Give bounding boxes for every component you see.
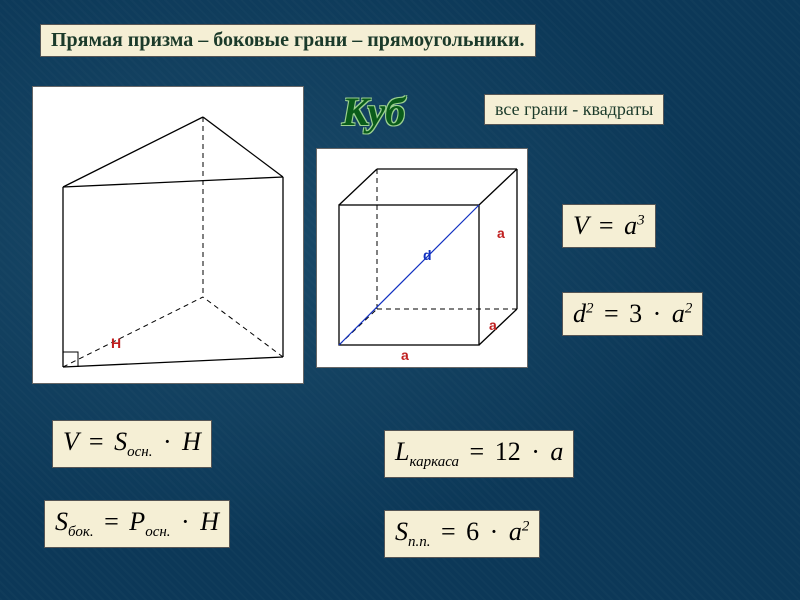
- f-Ss-H: H: [200, 507, 219, 536]
- f-L-coef: 12: [495, 437, 521, 466]
- cube-a-label-bottom: a: [401, 347, 409, 363]
- cube-title: Куб: [342, 88, 405, 135]
- f-d2-lhs: d: [573, 299, 586, 328]
- f-Sf-dot: ·: [490, 517, 499, 546]
- formula-S-side: Sбок. = Pосн. · H: [44, 500, 230, 548]
- formula-V-prism: V = Sосн. · H: [52, 420, 212, 468]
- f-d2-rexp: 2: [685, 300, 693, 316]
- prism-svg: [33, 87, 305, 385]
- f-d2-lexp: 2: [586, 300, 594, 316]
- f-Ss-Psub: осн.: [145, 524, 170, 540]
- cube-panel: d a a a: [316, 148, 528, 368]
- f-L-lhs: L: [395, 437, 409, 466]
- f-Sf-lhs: S: [395, 517, 408, 546]
- f-Vp-S: S: [114, 427, 127, 456]
- f-Vp-dot: ·: [163, 427, 172, 456]
- f-Vp-Ssub: осн.: [127, 444, 152, 460]
- cube-a-label-right: a: [497, 225, 505, 241]
- f-L-dot: ·: [531, 437, 540, 466]
- f-Sf-coef: 6: [466, 517, 479, 546]
- f-Vp-eq: =: [89, 427, 104, 456]
- cube-a-label-depth: a: [489, 317, 497, 333]
- formula-V-cube: V = a3: [562, 204, 656, 248]
- title-box: Прямая призма – боковые грани – прямоуго…: [40, 24, 536, 57]
- f-Vc-lhs: V: [573, 211, 588, 240]
- f-Ss-lsub: бок.: [68, 524, 94, 540]
- f-Vp-H: H: [182, 427, 201, 456]
- f-Ss-lhs: S: [55, 507, 68, 536]
- f-Ss-eq: =: [104, 507, 119, 536]
- f-L-a: a: [550, 437, 563, 466]
- f-Vc-eq: =: [599, 211, 614, 240]
- prism-panel: H: [32, 86, 304, 384]
- f-Sf-eq: =: [441, 517, 456, 546]
- title-text: Прямая призма – боковые грани – прямоуго…: [51, 29, 525, 51]
- cube-d-label: d: [423, 247, 432, 263]
- prism-H-label: H: [111, 335, 121, 351]
- f-Sf-exp: 2: [522, 518, 530, 534]
- f-Vc-exp: 3: [637, 212, 645, 228]
- formula-d2: d2 = 3 · a2: [562, 292, 703, 336]
- cube-caption-box: все грани - квадраты: [484, 94, 664, 125]
- f-L-lsub: каркаса: [409, 454, 459, 470]
- f-L-eq: =: [470, 437, 485, 466]
- formula-S-full: Sп.п. = 6 · a2: [384, 510, 540, 558]
- f-Vp-lhs: V: [63, 427, 78, 456]
- f-Sf-a: a: [509, 517, 522, 546]
- f-d2-eq: =: [604, 299, 619, 328]
- cube-caption-text: все грани - квадраты: [495, 99, 653, 119]
- f-d2-dot: ·: [653, 299, 662, 328]
- f-Ss-dot: ·: [181, 507, 190, 536]
- f-Vc-a: a: [624, 211, 637, 240]
- f-Sf-lsub: п.п.: [408, 534, 431, 550]
- f-Ss-P: P: [129, 507, 145, 536]
- f-d2-a: a: [672, 299, 685, 328]
- f-d2-coef: 3: [629, 299, 642, 328]
- formula-L-frame: Lкаркаса = 12 · a: [384, 430, 574, 478]
